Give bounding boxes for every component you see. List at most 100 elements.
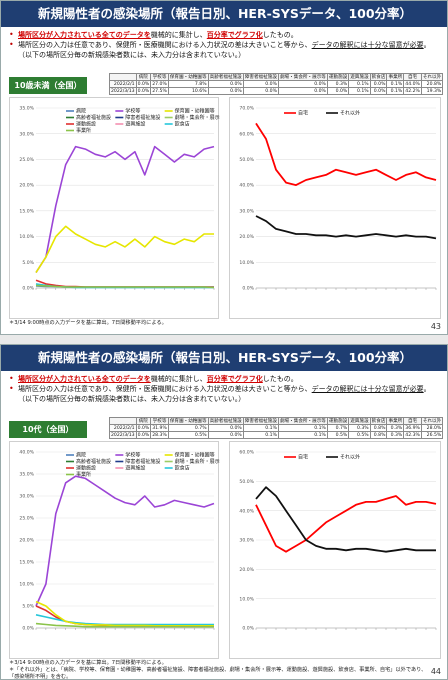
table-header-cell: 運動施設	[326, 73, 350, 81]
y-tick-label: 35.0%	[19, 472, 34, 478]
legend-label: 高齢者福祉施設	[76, 114, 111, 121]
table-row: 2022/3/13 0.0% 27.5% 10.6% 0.0% 0.0% 0.0% 0.0% 0…	[109, 87, 444, 95]
footnote-line: ＊「それ以外」とは、「病院、学校等、保育園・幼稚園等、高齢者福祉施設、障害者福祉…	[9, 667, 427, 680]
slide-title: 新規陽性者の感染場所（報告日別、HER-SYSデータ、100分率）	[1, 345, 447, 371]
series-line	[255, 122, 437, 186]
footnote-line: ＊3/14 9:00時点の入力データを基に算出。7日間移動平均による。	[9, 660, 167, 666]
table-cell: 0.0%	[135, 87, 152, 95]
table-header-cell: 自宅	[403, 417, 422, 425]
table-cell: 42.2%	[403, 87, 422, 95]
chart-home-right: 60.0% 50.0% 40.0% 30.0% 20.0% 10.0% 0.0% 自宅 それ以外	[229, 441, 441, 659]
page-number: 43	[430, 322, 441, 331]
table-header-row: 病院 学校等 保育園・幼稚園等 高齢者福祉施設 障害者福祉施設 劇場・集会所・展示等 運動施…	[109, 417, 444, 425]
table-cell: 0.0%	[207, 80, 244, 88]
note-text: 場所区分の入力は任意であり、保健所・医療機関における入力状況の差は大きいこと等か…	[18, 41, 312, 49]
table-cell: 10.6%	[167, 87, 209, 95]
table-cell: 0.7%	[326, 424, 350, 432]
y-tick-label: 50.0%	[239, 479, 254, 485]
stats-table: 病院 学校等 保育園・幼稚園等 高齢者福祉施設 障害者福祉施設 劇場・集会所・展示等 運動施…	[109, 417, 444, 439]
table-cell: 0.0%	[207, 431, 244, 439]
table-header-cell: 保育園・幼稚園等	[167, 417, 209, 425]
table-header-cell: それ以外	[420, 417, 444, 425]
table-cell: 31.9%	[150, 424, 169, 432]
table-header-cell: 飲食店	[369, 73, 388, 81]
table-cell: 0.0%	[369, 80, 388, 88]
y-tick-label: 10.0%	[19, 582, 34, 588]
y-tick-label: 25.0%	[19, 157, 34, 163]
legend-label: 自宅	[298, 454, 308, 461]
table-header-cell: 学校等	[150, 417, 169, 425]
note-underline: データの解釈には十分な留意が必要	[311, 385, 424, 393]
y-tick-label: 10.0%	[239, 596, 254, 602]
table-header-cell: 保育園・幼稚園等	[167, 73, 209, 81]
table-cell: 0.3%	[326, 80, 350, 88]
table-cell: 36.9%	[403, 424, 422, 432]
table-cell: 2022/2/1	[109, 424, 137, 432]
table-header-cell: 遊興施設	[348, 417, 371, 425]
table-cell: 28.3%	[150, 431, 169, 439]
legend-label: 飲食店	[175, 465, 190, 472]
note-text: 。（以下の場所区分毎の新規感染者数には、未入力分は含まれていない。）	[18, 41, 431, 59]
legend-label: 劇場・集会所・展示等	[175, 114, 220, 121]
table-header-cell: 病院	[135, 417, 152, 425]
series-line	[255, 486, 436, 553]
legend-label: 病院	[76, 108, 86, 115]
table-cell: 19.3%	[420, 87, 444, 95]
note-text: したもの。	[262, 375, 298, 383]
table-row: 2022/2/1 0.0% 31.9% 0.7% 0.0% 0.1% 0.1% 0.7% 0.3…	[109, 424, 444, 432]
table-cell: 0.0%	[135, 431, 152, 439]
y-tick-label: 25.0%	[19, 516, 34, 522]
y-tick-label: 0.0%	[22, 626, 34, 632]
age-group-label: 10歳未満（全国）	[9, 77, 87, 94]
y-tick-label: 35.0%	[19, 106, 34, 112]
y-tick-label: 30.0%	[239, 208, 254, 214]
series-line	[35, 145, 215, 274]
slide-43: 新規陽性者の感染場所（報告日別、HER-SYSデータ、100分率） • 場所区分が…	[0, 0, 448, 335]
table-row: 2022/3/13 0.0% 28.3% 0.5% 0.0% 0.1% 0.1% 0.5% 0.…	[109, 431, 444, 439]
note-text: したもの。	[262, 31, 298, 39]
table-cell: 0.1%	[386, 87, 405, 95]
table-header-row: 病院 学校等 保育園・幼稚園等 高齢者福祉施設 障害者福祉施設 劇場・集会所・展示等 運動施…	[109, 73, 444, 81]
footnote: ＊3/14 9:00時点の入力データを基に算出。7日間移動平均による。	[9, 320, 429, 327]
note-emphasis: 場所区分が入力されている全てのデータを	[18, 375, 151, 383]
table-cell: 0.0%	[135, 80, 152, 88]
legend-label: 事業所	[76, 127, 91, 134]
age-group-label: 10代（全国）	[9, 421, 87, 438]
y-tick-label: 0.0%	[242, 626, 254, 632]
series-line	[255, 495, 437, 553]
table-cell: 44.0%	[403, 80, 422, 88]
legend-label: 遊興施設	[125, 121, 145, 128]
table-cell: 0.5%	[348, 431, 371, 439]
bullet-icon: •	[9, 374, 14, 383]
y-tick-label: 0.0%	[22, 286, 34, 292]
y-tick-label: 0.0%	[242, 286, 254, 292]
table-cell: 0.3%	[348, 424, 371, 432]
table-header-cell: 高齢者福祉施設	[207, 73, 244, 81]
note-line-2: • 場所区分の入力は任意であり、保健所・医療機関における入力状況の差は大きいこと等…	[9, 40, 441, 60]
table-cell: 0.5%	[326, 431, 350, 439]
y-tick-label: 20.0%	[239, 567, 254, 573]
y-tick-label: 10.0%	[239, 260, 254, 266]
note-line-1: • 場所区分が入力されている全てのデータを機械的に集計し、百分率でグラフ化したもの…	[9, 30, 441, 40]
table-header-cell	[109, 417, 137, 425]
table-cell: 0.0%	[369, 87, 388, 95]
table-header-cell: 劇場・集会所・展示等	[277, 73, 328, 81]
y-tick-label: 30.0%	[239, 538, 254, 544]
table-cell: 2022/3/13	[109, 431, 137, 439]
series-line	[35, 622, 214, 628]
legend-label: 学校等	[125, 452, 140, 459]
y-tick-label: 30.0%	[19, 131, 34, 137]
bullet-icon: •	[9, 40, 14, 49]
legend-label: 保育園・幼稚園等	[175, 452, 215, 459]
y-tick-label: 40.0%	[239, 183, 254, 189]
table-cell: 0.3%	[386, 431, 405, 439]
table-cell: 0.0%	[242, 87, 279, 95]
y-tick-label: 5.0%	[22, 260, 34, 266]
table-cell: 0.0%	[277, 87, 328, 95]
legend-label: 飲食店	[175, 121, 190, 128]
table-header-cell: 病院	[135, 73, 152, 81]
chart-home-right: 70.0% 60.0% 50.0% 40.0% 30.0% 20.0% 10.0% 0.0% 自…	[229, 97, 441, 319]
y-tick-label: 20.0%	[19, 183, 34, 189]
legend-label: 高齢者福祉施設	[76, 458, 111, 465]
table-cell: 0.1%	[277, 431, 328, 439]
